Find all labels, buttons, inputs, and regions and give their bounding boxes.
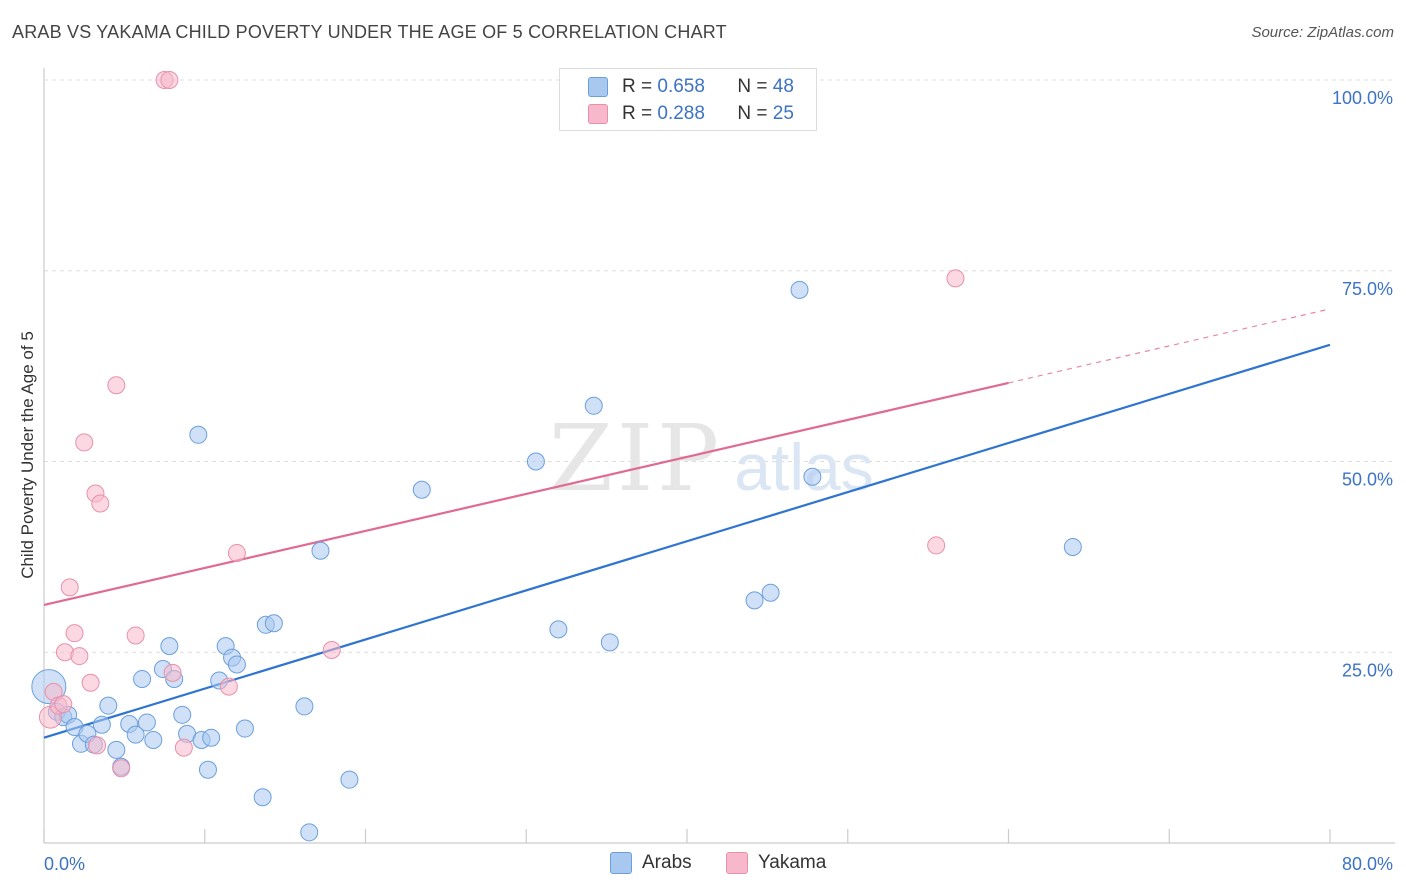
data-point-arabs bbox=[253, 788, 272, 807]
data-point-arabs bbox=[412, 480, 431, 499]
data-point-yakama bbox=[75, 433, 94, 452]
r-label: R = bbox=[622, 76, 653, 97]
legend-item-arabs[interactable]: Arabs bbox=[610, 852, 692, 874]
y-tick-label: 50.0% bbox=[1342, 470, 1393, 490]
data-point-arabs bbox=[584, 396, 603, 415]
data-point-arabs bbox=[264, 614, 283, 633]
data-point-arabs bbox=[235, 719, 254, 738]
data-point-arabs bbox=[340, 770, 359, 789]
data-point-arabs bbox=[133, 669, 152, 688]
legend-item-yakama[interactable]: Yakama bbox=[726, 852, 826, 874]
data-point-yakama bbox=[70, 647, 89, 666]
tick-labels: 100.0% 75.0% 50.0% 25.0% 0.0% 80.0% bbox=[44, 88, 1393, 874]
data-point-yakama bbox=[81, 673, 100, 692]
data-point-yakama bbox=[126, 626, 145, 645]
legend-label-arabs: Arabs bbox=[642, 852, 692, 873]
watermark-zip: ZIP bbox=[549, 405, 723, 512]
data-point-arabs bbox=[92, 715, 111, 734]
data-point-arabs bbox=[99, 696, 118, 715]
data-point-arabs bbox=[300, 823, 319, 842]
data-point-arabs bbox=[144, 730, 163, 749]
data-point-arabs bbox=[202, 728, 221, 747]
data-point-yakama bbox=[88, 736, 107, 755]
data-point-yakama bbox=[160, 71, 179, 89]
data-point-arabs bbox=[189, 425, 208, 444]
data-point-yakama bbox=[227, 544, 246, 563]
r-value: 0.288 bbox=[657, 103, 705, 124]
legend-swatch-yakama bbox=[726, 852, 748, 874]
data-point-yakama bbox=[112, 759, 131, 778]
x-tick-label: 0.0% bbox=[44, 854, 85, 874]
data-point-arabs bbox=[295, 697, 314, 716]
n-label: N = bbox=[737, 76, 768, 97]
legend-row-arabs: R = 0.658 N = 48 bbox=[588, 75, 794, 99]
data-point-yakama bbox=[65, 624, 84, 643]
n-value: 48 bbox=[772, 76, 794, 97]
data-point-arabs bbox=[227, 655, 246, 674]
data-point-arabs bbox=[803, 467, 822, 486]
data-point-arabs bbox=[549, 620, 568, 639]
data-point-arabs bbox=[311, 541, 330, 560]
r-value: 0.658 bbox=[657, 76, 705, 97]
data-point-arabs bbox=[198, 760, 217, 779]
data-point-arabs bbox=[745, 591, 764, 610]
trend-line-yakama bbox=[43, 381, 1009, 607]
data-point-arabs bbox=[1063, 537, 1082, 556]
data-point-arabs bbox=[173, 705, 192, 724]
data-point-arabs bbox=[126, 725, 145, 744]
data-point-yakama bbox=[174, 738, 193, 757]
legend-swatch-arabs bbox=[588, 77, 608, 97]
data-points bbox=[31, 71, 1082, 842]
x-tick-label: 80.0% bbox=[1342, 854, 1393, 874]
y-axis-label: Child Poverty Under the Age of 5 bbox=[18, 331, 37, 579]
legend-swatch-yakama bbox=[588, 104, 608, 124]
trend-lines bbox=[43, 308, 1331, 739]
data-point-yakama bbox=[946, 269, 965, 288]
data-point-arabs bbox=[790, 280, 809, 299]
data-point-arabs bbox=[107, 740, 126, 759]
legend-row-yakama: R = 0.288 N = 25 bbox=[588, 102, 794, 126]
y-tick-label: 75.0% bbox=[1342, 279, 1393, 299]
data-point-arabs bbox=[600, 633, 619, 652]
data-point-yakama bbox=[322, 640, 341, 659]
data-point-yakama bbox=[54, 695, 73, 714]
series-legend: Arabs Yakama bbox=[0, 852, 1406, 876]
data-point-arabs bbox=[761, 583, 780, 602]
source-note: Source: ZipAtlas.com bbox=[1251, 24, 1394, 41]
data-point-yakama bbox=[91, 494, 110, 513]
y-tick-label: 25.0% bbox=[1342, 660, 1393, 680]
data-point-arabs bbox=[160, 637, 179, 656]
watermark: ZIP atlas bbox=[549, 405, 874, 512]
n-label: N = bbox=[737, 103, 768, 124]
legend-swatch-arabs bbox=[610, 852, 632, 874]
data-point-arabs bbox=[137, 713, 156, 732]
data-point-yakama bbox=[107, 376, 126, 395]
data-point-yakama bbox=[60, 578, 79, 597]
r-label: R = bbox=[622, 103, 653, 124]
data-point-arabs bbox=[526, 452, 545, 471]
data-point-yakama bbox=[219, 677, 238, 696]
correlation-legend: R = 0.658 N = 48 R = 0.288 N = 25 bbox=[559, 68, 817, 131]
data-point-yakama bbox=[163, 663, 182, 682]
trend-line-yakama-extension bbox=[1008, 308, 1331, 384]
n-value: 25 bbox=[772, 103, 794, 124]
chart-title: ARAB VS YAKAMA CHILD POVERTY UNDER THE A… bbox=[12, 22, 727, 42]
legend-label-yakama: Yakama bbox=[758, 852, 827, 873]
y-tick-label: 100.0% bbox=[1332, 88, 1393, 108]
data-point-yakama bbox=[927, 536, 946, 555]
trend-line-arabs bbox=[43, 343, 1331, 739]
grid-lines bbox=[44, 79, 1395, 653]
